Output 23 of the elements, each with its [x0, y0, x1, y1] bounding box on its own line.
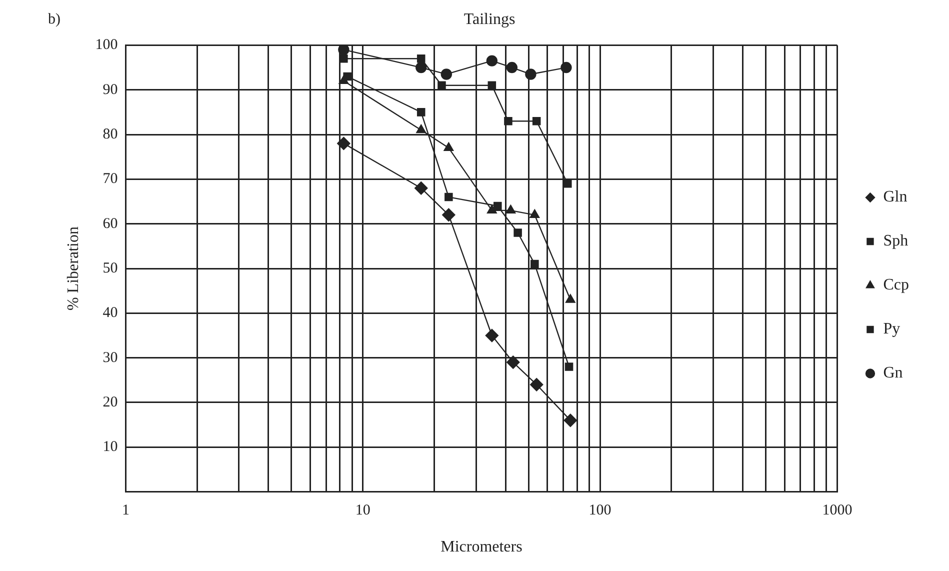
chart-title: Tailings	[464, 10, 516, 28]
y-tick-label: 30	[102, 350, 118, 366]
legend-label: Py	[883, 320, 900, 338]
y-axis-title: % Liberation	[64, 226, 82, 310]
legend-label: Gn	[883, 364, 903, 382]
y-tick-label: 80	[102, 126, 118, 142]
x-tick-label: 1	[122, 502, 130, 519]
legend-label: Gln	[883, 188, 908, 206]
x-tick-label: 100	[588, 502, 612, 519]
y-tick-label: 90	[102, 82, 118, 98]
x-tick-label: 10	[355, 502, 370, 519]
y-tick-label: 70	[102, 171, 118, 188]
legend-label: Sph	[883, 232, 908, 250]
y-tick-label: 20	[102, 394, 118, 410]
y-tick-label: 60	[102, 216, 118, 232]
y-tick-label: 50	[102, 260, 118, 276]
y-tick-label: 100	[95, 37, 118, 54]
legend-label: Ccp	[883, 276, 910, 294]
text: b)	[48, 11, 60, 28]
x-tick-label: 1000	[822, 502, 852, 519]
y-tick-label: 40	[102, 305, 118, 322]
x-axis-title: Micrometers	[440, 538, 522, 556]
y-tick-label: 10	[102, 439, 118, 456]
